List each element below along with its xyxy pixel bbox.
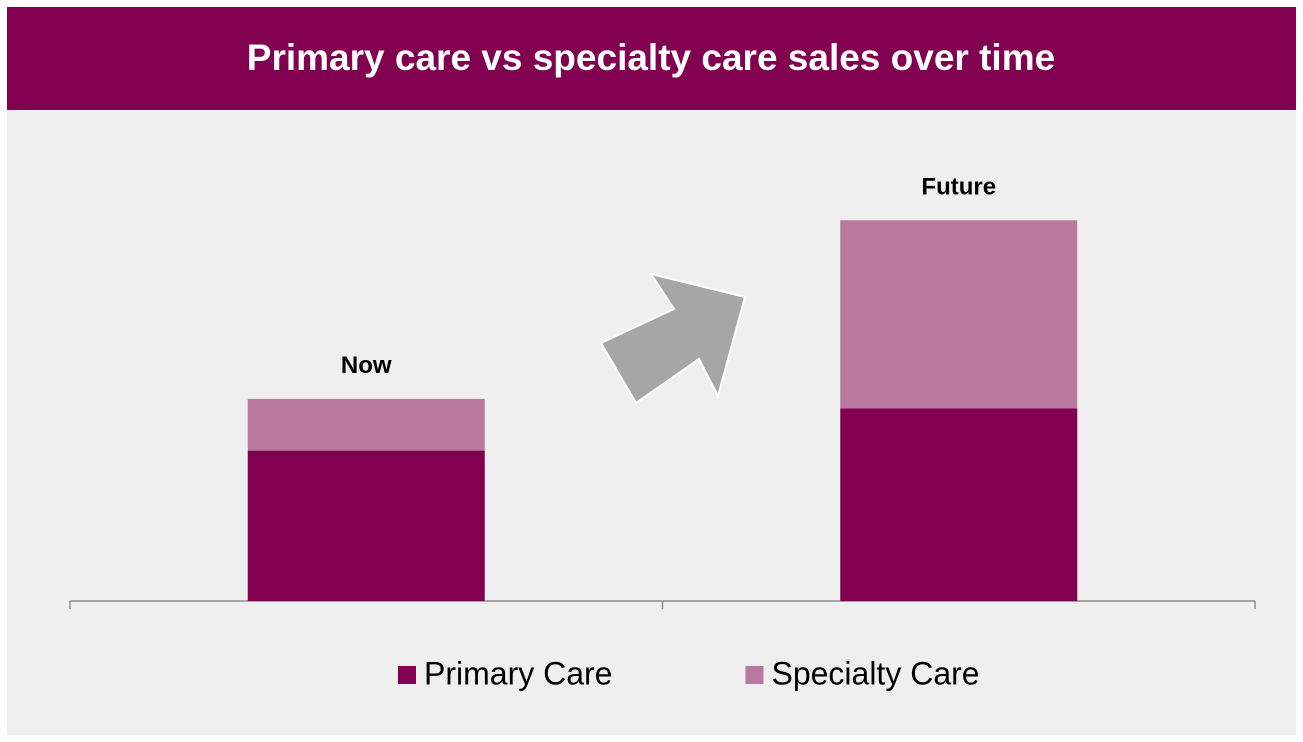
title-banner (7, 7, 1296, 110)
legend-label: Specialty Care (771, 655, 979, 691)
bar-segment (247, 398, 485, 451)
legend-swatch (745, 666, 764, 684)
arrow (599, 272, 747, 405)
bar-segment (247, 450, 485, 601)
category-label: Now (341, 352, 392, 379)
chart-title: Primary care vs specialty care sales ove… (247, 37, 1055, 78)
legend-swatch (398, 666, 416, 684)
bar-segment (840, 408, 1078, 601)
bar-segment (840, 220, 1078, 409)
category-label: Future (921, 174, 996, 201)
legend-label: Primary Care (424, 655, 612, 691)
